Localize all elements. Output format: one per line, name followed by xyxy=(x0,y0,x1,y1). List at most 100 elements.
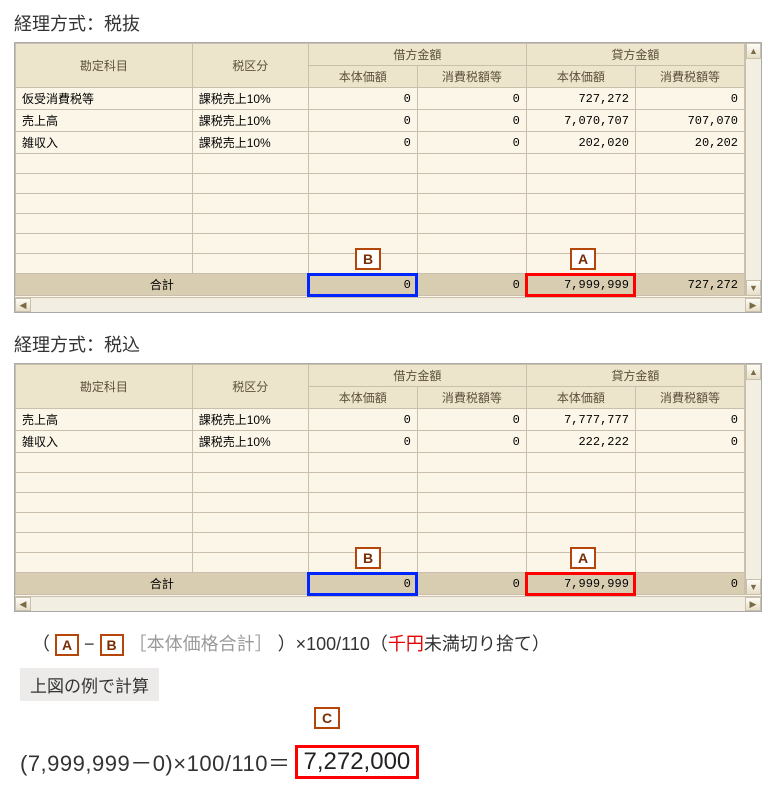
th-d-base: 本体価額 xyxy=(308,66,417,88)
cell-d-tax: 0 xyxy=(417,88,526,110)
table-row-empty xyxy=(16,154,745,174)
cell-d-base: 0 xyxy=(308,88,417,110)
cell-c-base: 7,070,707 xyxy=(526,110,635,132)
th-debit: 借方金額 xyxy=(308,44,526,66)
cell-d-tax: 0 xyxy=(417,431,526,453)
table-row: 雑収入課税売上10%00222,2220 xyxy=(16,431,745,453)
th-d-tax: 消費税額等 xyxy=(417,387,526,409)
total-d-tax: 0 xyxy=(417,274,526,296)
scroll-down-icon[interactable]: ▼ xyxy=(746,579,761,595)
cell-c-base: 222,222 xyxy=(526,431,635,453)
cell-c-tax: 707,070 xyxy=(635,110,744,132)
calc-lhs: (7,999,999－0)×100/110＝ xyxy=(20,746,291,778)
cell-tax: 課税売上10% xyxy=(192,132,308,154)
section2-title: 経理方式：税込 xyxy=(14,331,762,357)
th-c-base: 本体価額 xyxy=(526,387,635,409)
scrollbar-vertical[interactable]: ▲ ▼ xyxy=(745,364,761,595)
callout-a: A xyxy=(570,248,596,270)
scroll-left-icon[interactable]: ◀ xyxy=(15,298,31,312)
th-c-tax: 消費税額等 xyxy=(635,387,744,409)
th-c-base: 本体価額 xyxy=(526,66,635,88)
scroll-right-icon[interactable]: ▶ xyxy=(745,597,761,611)
formula-dash: − xyxy=(84,634,95,654)
table-row-empty xyxy=(16,493,745,513)
cell-d-base: 0 xyxy=(308,110,417,132)
callout-b: B xyxy=(355,248,381,270)
table-row: 仮受消費税等課税売上10%00727,2720 xyxy=(16,88,745,110)
cell-c-tax: 0 xyxy=(635,88,744,110)
th-credit: 貸方金額 xyxy=(526,365,744,387)
cell-c-tax: 0 xyxy=(635,409,744,431)
cell-acct: 売上高 xyxy=(16,110,193,132)
scroll-left-icon[interactable]: ◀ xyxy=(15,597,31,611)
section2-table-wrap: 勘定科目 税区分 借方金額 貸方金額 本体価額 消費税額等 本体価額 消費税額等… xyxy=(14,363,762,612)
cell-tax: 課税売上10% xyxy=(192,431,308,453)
th-taxclass: 税区分 xyxy=(192,365,308,409)
cell-c-base: 202,020 xyxy=(526,132,635,154)
scroll-up-icon[interactable]: ▲ xyxy=(746,364,761,380)
scrollbar-vertical[interactable]: ▲ ▼ xyxy=(745,43,761,296)
callout-c: C xyxy=(314,707,340,729)
cell-tax: 課税売上10% xyxy=(192,110,308,132)
total-label: 合計 xyxy=(16,274,309,296)
scrollbar-horizontal[interactable]: ◀ ▶ xyxy=(15,297,761,312)
total-c-tax: 0 xyxy=(635,573,744,595)
calc-result: 7,272,000 xyxy=(295,745,420,779)
cell-c-base: 727,272 xyxy=(526,88,635,110)
calc-row: (7,999,999－0)×100/110＝ 7,272,000 xyxy=(20,745,762,779)
table-row-empty xyxy=(16,214,745,234)
total-d-tax: 0 xyxy=(417,573,526,595)
scrollbar-horizontal[interactable]: ◀ ▶ xyxy=(15,596,761,611)
cell-c-tax: 20,202 xyxy=(635,132,744,154)
total-label: 合計 xyxy=(16,573,309,595)
callout-a: A xyxy=(570,547,596,569)
th-c-tax: 消費税額等 xyxy=(635,66,744,88)
formula-line: （ A − B ［本体価格合計］ ）×100/110（千円未満切り捨て） xyxy=(32,630,762,656)
cell-d-tax: 0 xyxy=(417,132,526,154)
cell-tax: 課税売上10% xyxy=(192,88,308,110)
cell-c-tax: 0 xyxy=(635,431,744,453)
total-c-base: 7,999,999 xyxy=(526,274,635,296)
formula-box-a: A xyxy=(55,634,79,656)
formula-box-b: B xyxy=(100,634,124,656)
table-row-empty xyxy=(16,174,745,194)
th-taxclass: 税区分 xyxy=(192,44,308,88)
th-d-base: 本体価額 xyxy=(308,387,417,409)
th-debit: 借方金額 xyxy=(308,365,526,387)
th-account: 勘定科目 xyxy=(16,44,193,88)
cell-d-tax: 0 xyxy=(417,409,526,431)
cell-d-tax: 0 xyxy=(417,110,526,132)
cell-d-base: 0 xyxy=(308,431,417,453)
table-row-empty xyxy=(16,473,745,493)
th-d-tax: 消費税額等 xyxy=(417,66,526,88)
formula-tail1: ）×100/110（ xyxy=(278,634,388,654)
table-row-empty xyxy=(16,513,745,533)
cell-acct: 雑収入 xyxy=(16,132,193,154)
example-label: 上図の例で計算 xyxy=(20,668,159,701)
cell-d-base: 0 xyxy=(308,409,417,431)
formula-gray: ［本体価格合計］ xyxy=(129,634,273,654)
cell-tax: 課税売上10% xyxy=(192,409,308,431)
section2-total-row: 合計 0 0 7,999,999 0 xyxy=(16,573,745,595)
cell-acct: 売上高 xyxy=(16,409,193,431)
cell-acct: 仮受消費税等 xyxy=(16,88,193,110)
scroll-up-icon[interactable]: ▲ xyxy=(746,43,761,59)
section1-total-row: 合計 0 0 7,999,999 727,272 xyxy=(16,274,745,296)
table-row: 雑収入課税売上10%00202,02020,202 xyxy=(16,132,745,154)
th-credit: 貸方金額 xyxy=(526,44,744,66)
table-row-empty xyxy=(16,453,745,473)
callout-b: B xyxy=(355,547,381,569)
table-row: 売上高課税売上10%007,070,707707,070 xyxy=(16,110,745,132)
scroll-down-icon[interactable]: ▼ xyxy=(746,280,761,296)
total-d-base: 0 xyxy=(308,274,417,296)
total-d-base: 0 xyxy=(308,573,417,595)
table-row: 売上高課税売上10%007,777,7770 xyxy=(16,409,745,431)
scroll-right-icon[interactable]: ▶ xyxy=(745,298,761,312)
cell-acct: 雑収入 xyxy=(16,431,193,453)
formula-red: 千円 xyxy=(388,634,424,654)
total-c-base: 7,999,999 xyxy=(526,573,635,595)
formula-tail2: 未満切り捨て） xyxy=(424,634,550,654)
section1-title: 経理方式：税抜 xyxy=(14,10,762,36)
cell-d-base: 0 xyxy=(308,132,417,154)
cell-c-base: 7,777,777 xyxy=(526,409,635,431)
